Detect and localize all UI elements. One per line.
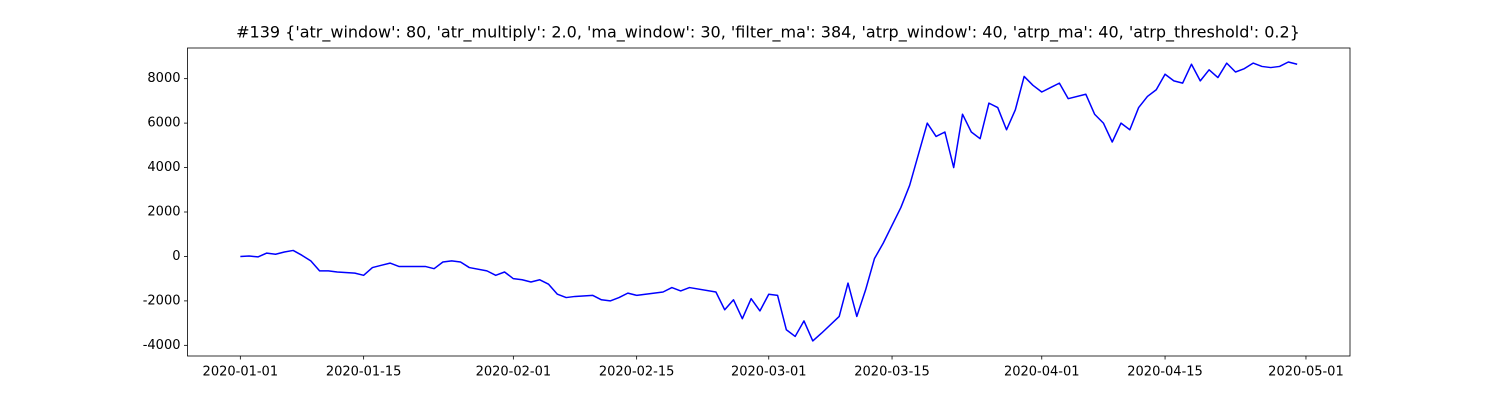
x-tick-label: 2020-05-01 [1268,365,1344,380]
x-tick-label: 2020-02-15 [599,365,675,380]
chart-title: #139 {'atr_window': 80, 'atr_multiply': … [236,23,1300,43]
line-series [240,61,1298,342]
y-tick-label: 8000 [147,71,180,86]
y-tick-label: -4000 [143,338,181,353]
x-tick-label: 2020-04-15 [1127,365,1203,380]
x-tick-label: 2020-01-15 [326,365,402,380]
y-tick-label: 2000 [147,205,180,220]
x-tick-label: 2020-01-01 [203,365,279,380]
x-tick-label: 2020-02-01 [476,365,552,380]
y-tick-label: -2000 [143,293,181,308]
y-tick-label: 0 [172,249,180,264]
x-tick-label: 2020-03-01 [731,365,807,380]
y-tick-label: 4000 [147,160,180,175]
plot-frame [187,47,1351,357]
x-tick-label: 2020-04-01 [1004,365,1080,380]
y-tick-label: 6000 [147,116,180,131]
x-tick-label: 2020-03-15 [854,365,930,380]
